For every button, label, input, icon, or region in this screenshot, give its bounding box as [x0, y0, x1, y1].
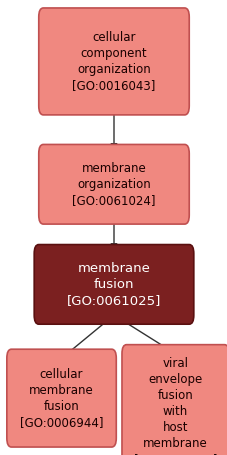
Text: cellular
component
organization
[GO:0016043]: cellular component organization [GO:0016…	[72, 31, 155, 92]
Text: membrane
organization
[GO:0061024]: membrane organization [GO:0061024]	[72, 162, 155, 207]
Text: viral
envelope
fusion
with
host
membrane
[GO:0019064]: viral envelope fusion with host membrane…	[133, 357, 216, 455]
FancyBboxPatch shape	[39, 8, 188, 115]
FancyBboxPatch shape	[121, 345, 227, 455]
FancyBboxPatch shape	[39, 145, 188, 224]
Text: membrane
fusion
[GO:0061025]: membrane fusion [GO:0061025]	[67, 262, 160, 307]
FancyBboxPatch shape	[34, 245, 193, 324]
FancyBboxPatch shape	[7, 349, 116, 447]
Text: cellular
membrane
fusion
[GO:0006944]: cellular membrane fusion [GO:0006944]	[20, 368, 103, 429]
